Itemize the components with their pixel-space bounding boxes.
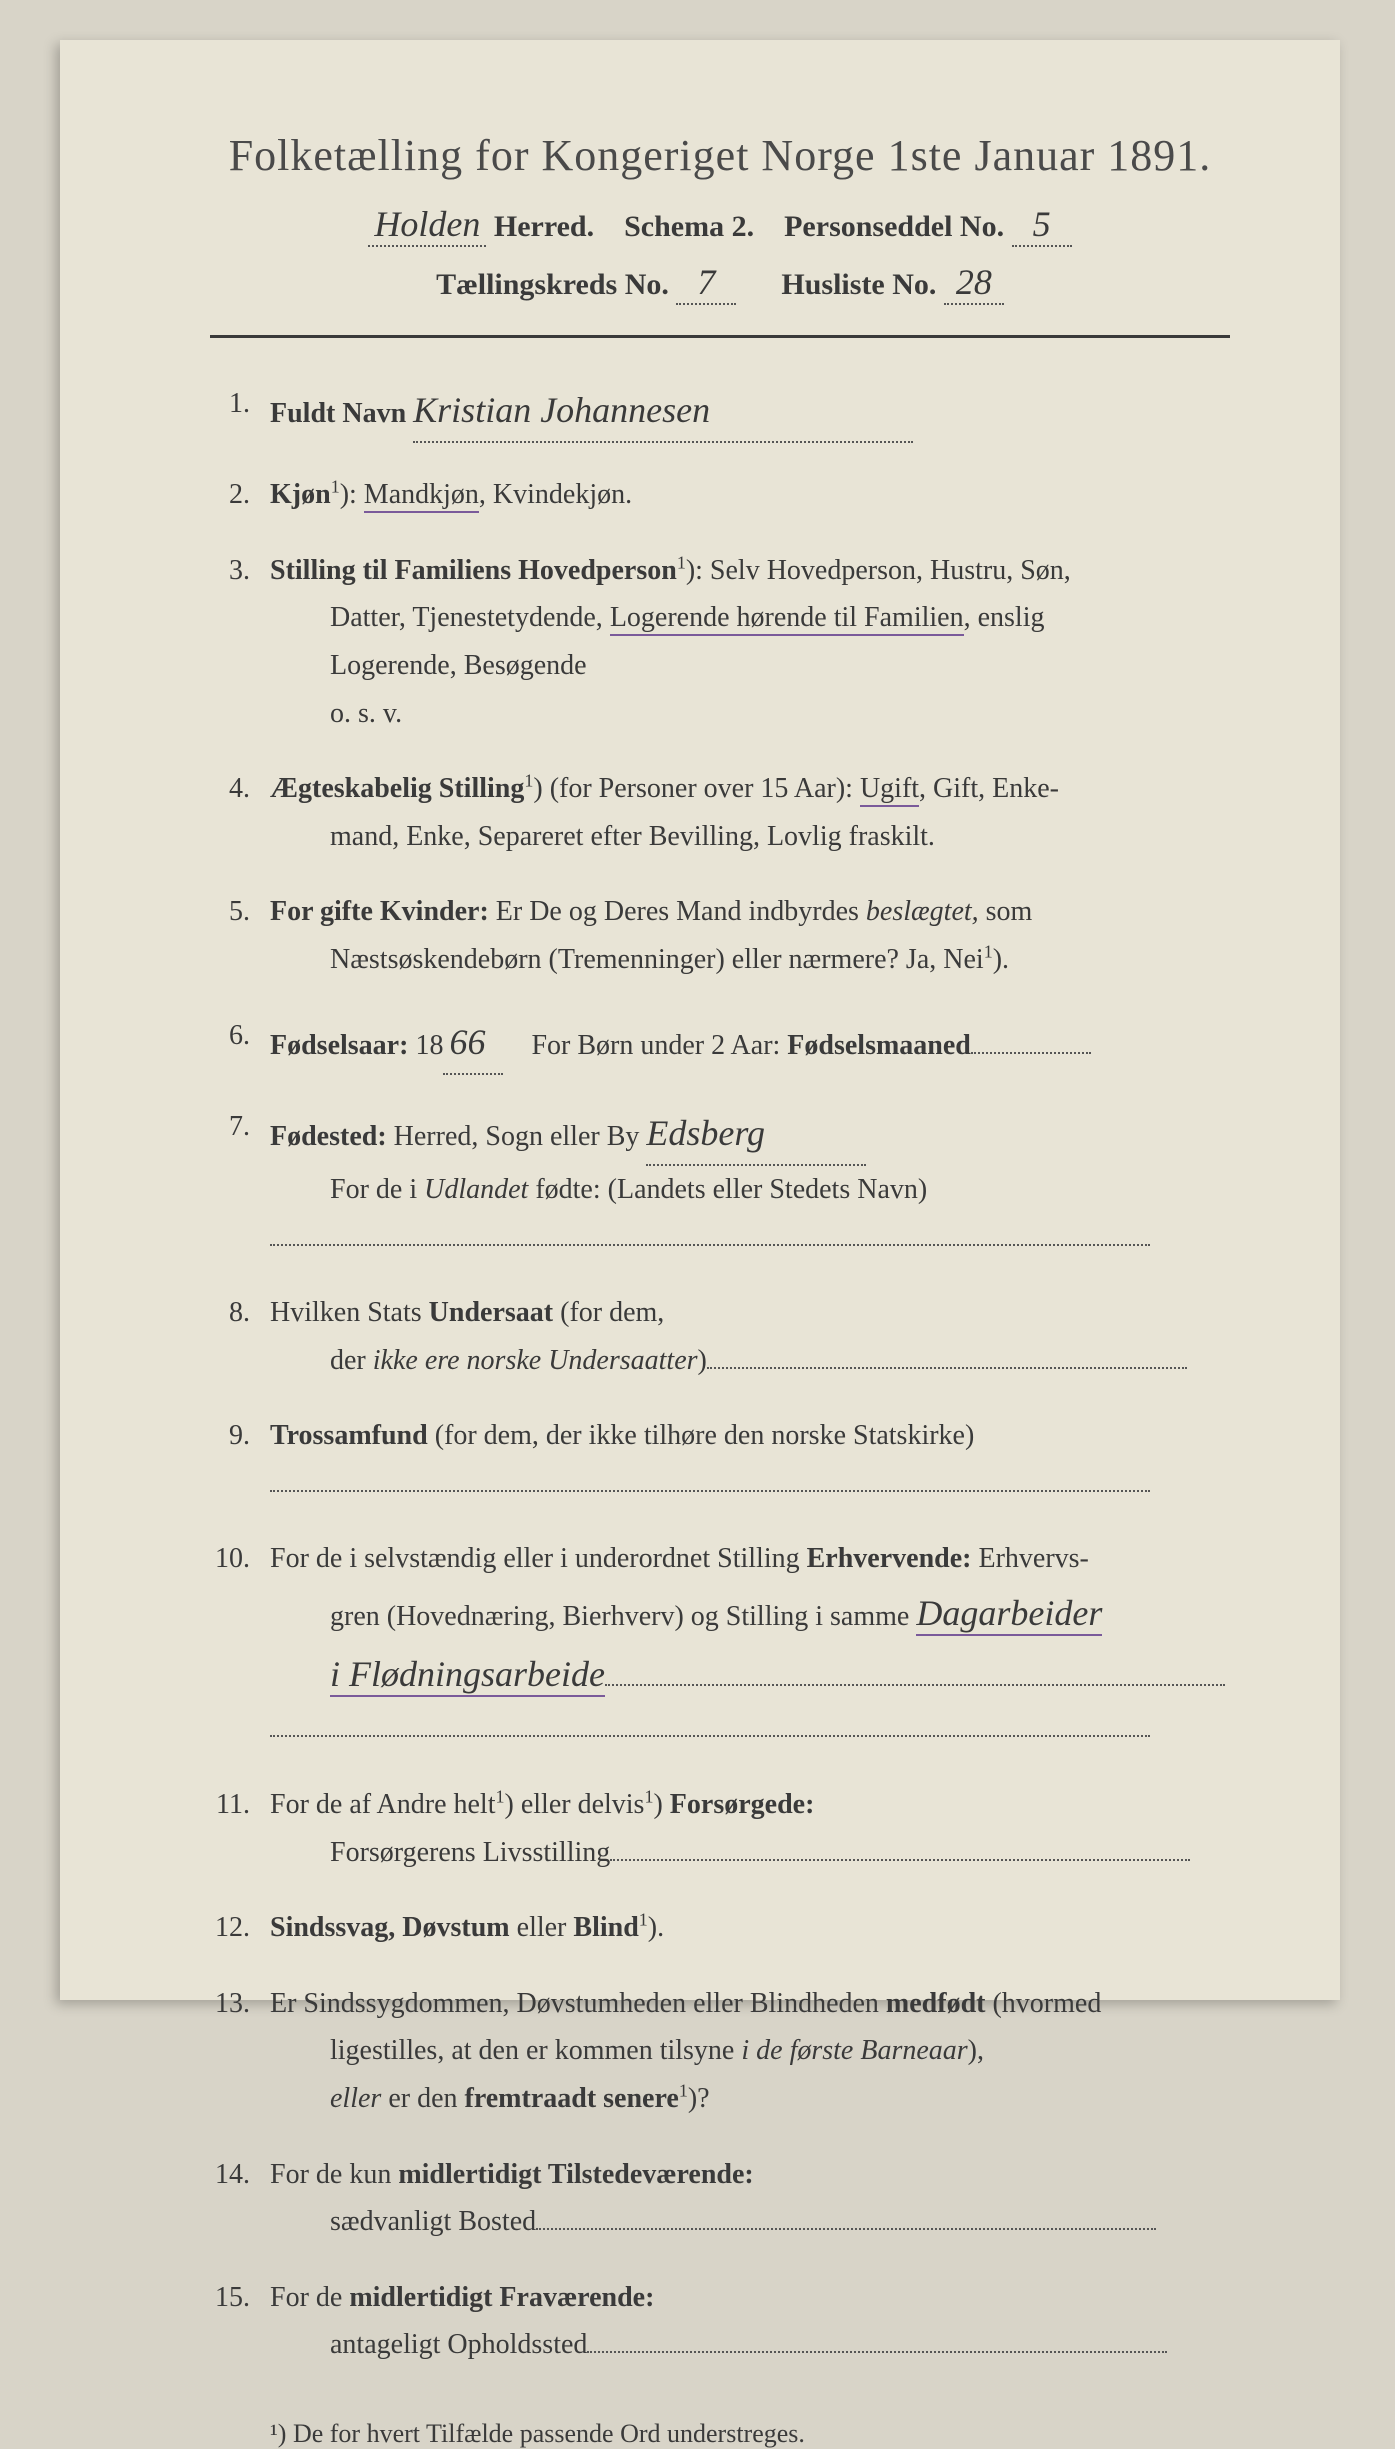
- selected-option: Mandkjøn: [364, 479, 479, 513]
- item-number: 4.: [210, 765, 270, 860]
- label: Trossamfund: [270, 1420, 428, 1451]
- item-number: 3.: [210, 547, 270, 737]
- label: Erhvervende:: [807, 1543, 972, 1574]
- label: For gifte Kvinder:: [270, 896, 489, 927]
- item-number: 13.: [210, 1980, 270, 2123]
- item-13: 13. Er Sindssygdommen, Døvstumheden elle…: [210, 1980, 1230, 2123]
- item-number: 6.: [210, 1012, 270, 1075]
- label: Ægteskabelig Stilling: [270, 773, 524, 804]
- year-value: 66: [443, 1012, 503, 1075]
- document-page: Folketælling for Kongeriget Norge 1ste J…: [60, 40, 1340, 2000]
- item-11: 11. For de af Andre helt1) eller delvis1…: [210, 1781, 1230, 1876]
- item-number: 12.: [210, 1904, 270, 1952]
- personseddel-value: 5: [1012, 203, 1072, 247]
- label: midlertidigt Tilstedeværende:: [398, 2159, 753, 2190]
- item-10: 10. For de i selvstændig eller i underor…: [210, 1535, 1230, 1753]
- option: Kvindekjøn.: [493, 479, 632, 510]
- item-number: 15.: [210, 2274, 270, 2369]
- item-15: 15. For de midlertidigt Fraværende: anta…: [210, 2274, 1230, 2369]
- item-12: 12. Sindssvag, Døvstum eller Blind1).: [210, 1904, 1230, 1952]
- item-1: 1. Fuldt Navn Kristian Johannesen: [210, 380, 1230, 443]
- personseddel-label: Personseddel No.: [784, 210, 1004, 243]
- item-9: 9. Trossamfund (for dem, der ikke tilhør…: [210, 1412, 1230, 1507]
- label: Forsørgede:: [663, 1789, 815, 1820]
- header-line-1: Holden Herred. Schema 2. Personseddel No…: [210, 203, 1230, 247]
- divider: [210, 335, 1230, 338]
- label: Kjøn: [270, 479, 331, 510]
- item-2: 2. Kjøn1): Mandkjøn, Kvindekjøn.: [210, 471, 1230, 519]
- item-number: 9.: [210, 1412, 270, 1507]
- husliste-value: 28: [944, 261, 1004, 305]
- item-7: 7. Fødested: Herred, Sogn eller By Edsbe…: [210, 1103, 1230, 1261]
- label: midlertidigt Fraværende:: [349, 2282, 654, 2313]
- item-number: 8.: [210, 1289, 270, 1384]
- item-number: 7.: [210, 1103, 270, 1261]
- label: Fødselsaar:: [270, 1030, 408, 1061]
- item-3: 3. Stilling til Familiens Hovedperson1):…: [210, 547, 1230, 737]
- kreds-label: Tællingskreds No.: [436, 268, 669, 301]
- label: Stilling til Familiens Hovedperson: [270, 555, 677, 586]
- schema-label: Schema 2.: [624, 210, 754, 243]
- item-5: 5. For gifte Kvinder: Er De og Deres Man…: [210, 888, 1230, 983]
- item-number: 2.: [210, 471, 270, 519]
- item-number: 1.: [210, 380, 270, 443]
- selected-option: Ugift: [860, 773, 919, 807]
- herred-value: Holden: [368, 203, 486, 247]
- item-number: 5.: [210, 888, 270, 983]
- husliste-label: Husliste No.: [781, 268, 936, 301]
- page-title: Folketælling for Kongeriget Norge 1ste J…: [210, 130, 1230, 181]
- label: Fødested:: [270, 1121, 387, 1152]
- label: Sindssvag, Døvstum: [270, 1912, 510, 1943]
- herred-label: Herred.: [494, 210, 594, 243]
- item-14: 14. For de kun midlertidigt Tilstedevære…: [210, 2151, 1230, 2246]
- kreds-value: 7: [676, 261, 736, 305]
- item-number: 10.: [210, 1535, 270, 1753]
- occupation-value-1: Dagarbeider: [916, 1593, 1102, 1636]
- item-number: 14.: [210, 2151, 270, 2246]
- header-line-2: Tællingskreds No. 7 Husliste No. 28: [210, 261, 1230, 305]
- item-4: 4. Ægteskabelig Stilling1) (for Personer…: [210, 765, 1230, 860]
- item-6: 6. Fødselsaar: 1866 For Børn under 2 Aar…: [210, 1012, 1230, 1075]
- item-number: 11.: [210, 1781, 270, 1876]
- label: Undersaat: [429, 1297, 553, 1328]
- label: Fuldt Navn: [270, 398, 406, 429]
- footnote: ¹) De for hvert Tilfælde passende Ord un…: [210, 2419, 1230, 2449]
- item-8: 8. Hvilken Stats Undersaat (for dem, der…: [210, 1289, 1230, 1384]
- label: medfødt: [886, 1988, 986, 2019]
- name-value: Kristian Johannesen: [413, 380, 913, 443]
- birthplace-value: Edsberg: [646, 1103, 866, 1166]
- occupation-value-2: i Flødningsarbeide: [330, 1654, 605, 1697]
- selected-option: Logerende hørende til Familien: [610, 602, 964, 636]
